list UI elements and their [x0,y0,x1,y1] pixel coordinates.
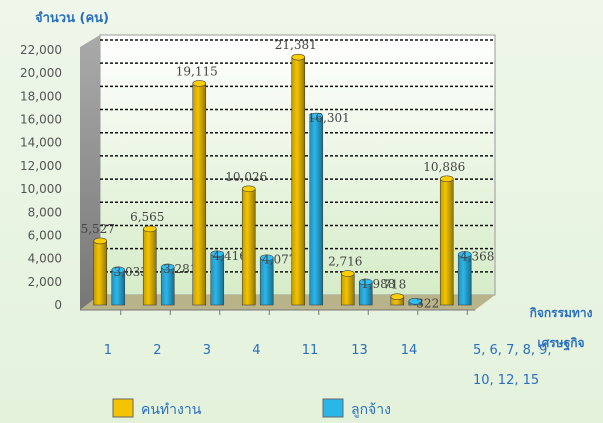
y-tick-label: 20,000 [20,66,62,80]
value-label: 21,381 [275,38,317,52]
x-tick-label: 1 [103,343,113,358]
value-label: 3,033 [114,265,148,279]
y-tick-label: 10,000 [20,182,62,196]
x-tick-label: 14 [400,343,418,358]
value-label: 1,988 [361,277,395,291]
bar-top [309,112,324,120]
bar-top [142,225,157,233]
y-tick-label: 12,000 [20,159,62,173]
bar-top [408,297,423,305]
value-label: 10,886 [423,160,465,174]
value-label: 322 [416,296,439,310]
bar-top [340,270,355,277]
value-label: 3,281 [163,262,197,276]
value-label: 19,115 [176,64,218,78]
y-tick-label: 14,000 [20,136,62,150]
bar-top [439,175,454,183]
legend-label: คนทำงาน [141,402,202,418]
value-label: 4,368 [460,249,494,263]
bar-top [390,293,405,300]
x-tick-label: 5, 6, 7, 8, 9, 10, 12, 15 [473,343,552,388]
value-label: 6,565 [130,210,164,224]
bar [309,115,324,306]
bar-top [291,53,306,61]
bar-top [111,266,126,274]
bar-top [210,250,225,258]
legend-swatch [322,398,344,418]
value-label: 718 [383,278,406,292]
bar-top [457,251,472,258]
y-tick-label: 4,000 [28,252,62,266]
y-tick-label: 22,000 [20,43,62,57]
bar-top [358,278,373,286]
bar-top [192,80,207,87]
value-label: 16,301 [308,111,350,125]
bar-top [241,185,256,193]
x-tick-label: 3 [202,343,212,358]
y-tick-label: 8,000 [28,205,62,219]
legend-swatch [112,398,134,418]
bar [93,240,108,306]
y-tick-label: 18,000 [20,89,62,103]
value-label: 5,527 [81,222,115,236]
bar [142,228,157,306]
y-axis-title: จำนวน (คน) [35,10,109,26]
y-tick-label: 6,000 [28,228,62,242]
x-tick-label: 2 [153,343,162,358]
y-tick-label: 16,000 [20,113,62,127]
bar [291,56,306,306]
bar-top [259,254,274,262]
bar [192,83,207,306]
legend-label: ลูกจ้าง [351,402,391,418]
x-tick-label: 13 [351,343,368,358]
bar [439,178,454,306]
x-tick-label: 11 [301,343,319,358]
y-tick-label: 0 [54,298,62,312]
bar [241,188,256,306]
y-tick-label: 2,000 [28,275,62,289]
bar-top [93,237,108,245]
x-axis-title: กิจกรรมทาง เศรษฐกิจ [529,306,593,350]
bar-top [160,263,175,271]
value-label: 10,026 [225,170,267,184]
value-label: 4,416 [213,249,247,263]
value-label: 4,077 [262,253,296,267]
value-label: 2,716 [328,255,362,269]
bar [340,273,355,306]
x-tick-label: 4 [252,343,261,358]
